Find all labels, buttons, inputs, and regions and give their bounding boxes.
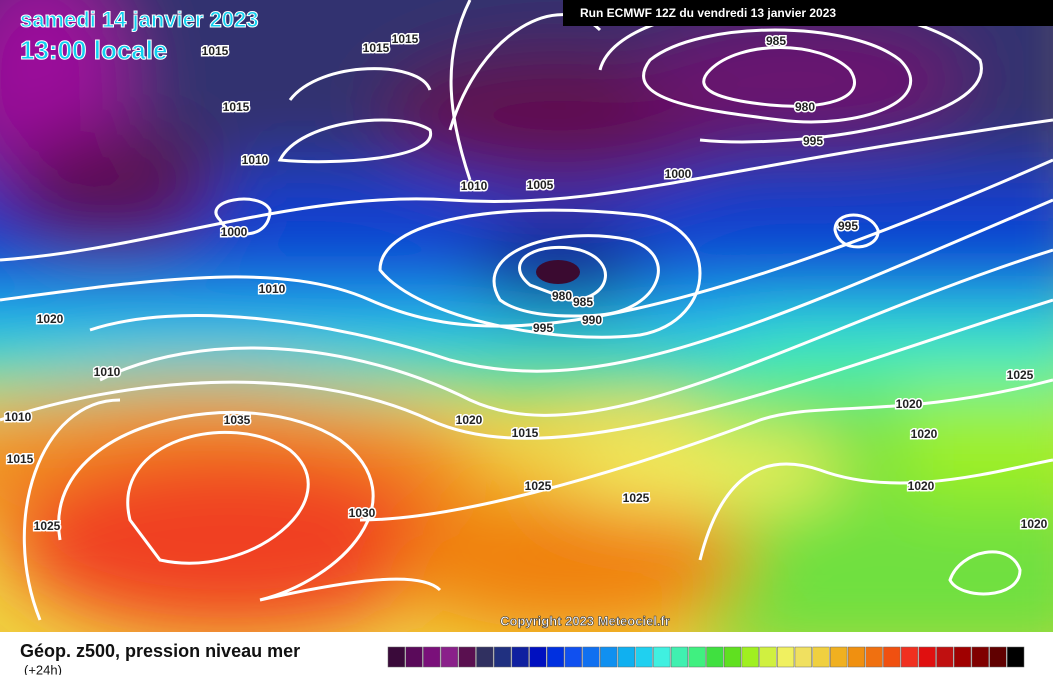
isobar-label: 1015 — [202, 44, 229, 58]
time: 13:00 locale — [20, 35, 167, 65]
colorbar-swatch — [511, 646, 529, 668]
isobar-label: 995 — [838, 219, 858, 233]
isobar-label: 1020 — [1021, 517, 1048, 531]
colorbar-swatch — [670, 646, 689, 668]
isobar-label: 985 — [766, 34, 786, 48]
isobar-label: 980 — [552, 289, 572, 303]
isobars — [0, 0, 1053, 621]
colorbar-swatch — [423, 646, 441, 668]
isobar-label: 1025 — [34, 519, 61, 533]
colorbar-swatch — [936, 646, 954, 668]
isobar-label: 1030 — [349, 506, 376, 520]
colorbar-swatch — [794, 646, 812, 668]
isobar-label: 1005 — [527, 178, 554, 192]
isobar-label: 1000 — [221, 225, 248, 239]
isobar-label: 990 — [582, 313, 602, 327]
colorbar-swatch — [600, 646, 618, 668]
date: samedi 14 janvier 2023 — [20, 7, 259, 32]
colorbar-swatch — [865, 646, 883, 668]
isobar-label: 1025 — [623, 491, 650, 505]
colorbar-swatch — [564, 646, 582, 668]
colorbar — [387, 646, 1025, 668]
isobar-label: 1020 — [37, 312, 64, 326]
colorbar-swatch — [458, 646, 476, 668]
isobar-label: 1015 — [223, 100, 250, 114]
colorbar-swatch — [617, 646, 635, 668]
colorbar-swatch — [387, 646, 405, 668]
isobar-label: 1015 — [512, 426, 539, 440]
isobar-label: 1020 — [908, 479, 935, 493]
isobar-label: 1020 — [911, 427, 938, 441]
colorbar-swatch — [1007, 646, 1025, 668]
isobar-label: 1020 — [456, 413, 483, 427]
isobar-label: 995 — [533, 321, 553, 335]
colorbar-swatch — [440, 646, 459, 668]
colorbar-swatch — [547, 646, 565, 668]
isobar-label: 980 — [795, 100, 815, 114]
isobar-label: 1010 — [94, 365, 121, 379]
colorbar-swatch — [582, 646, 600, 668]
isobar-label: 1025 — [1007, 368, 1034, 382]
copyright: Copyright 2023 Meteociel.fr — [500, 613, 670, 628]
isobar-label: 1015 — [7, 452, 34, 466]
isobar-label: 1035 — [224, 413, 251, 427]
colorbar-swatch — [741, 646, 759, 668]
isobar-label: 1000 — [665, 167, 692, 181]
isobar-label: 995 — [803, 134, 823, 148]
run-banner — [563, 0, 1053, 26]
colorbar-swatch — [635, 646, 653, 668]
colorbar-swatch — [971, 646, 989, 668]
isobar-label: 1010 — [242, 153, 269, 167]
colorbar-swatch — [688, 646, 706, 668]
colorbar-swatch — [653, 646, 671, 668]
colorbar-swatch — [476, 646, 494, 668]
colorbar-swatch — [989, 646, 1007, 668]
colorbar-swatch — [812, 646, 830, 668]
isobar-label: 1010 — [461, 179, 488, 193]
colorbar-swatch — [918, 646, 936, 668]
colorbar-swatch — [830, 646, 848, 668]
run-info: Run ECMWF 12Z du vendredi 13 janvier 202… — [580, 6, 836, 20]
colorbar-swatch — [706, 646, 724, 668]
isobar-label: 1020 — [896, 397, 923, 411]
colorbar-swatch — [847, 646, 865, 668]
legend-lead: (+24h) — [24, 662, 62, 675]
colorbar-swatch — [405, 646, 423, 668]
isobar-label: 1025 — [525, 479, 552, 493]
colorbar-swatch — [529, 646, 547, 668]
legend-title: Géop. z500, pression niveau mer — [20, 641, 300, 661]
isobar-label: 1010 — [5, 410, 32, 424]
colorbar-swatch — [900, 646, 919, 668]
colorbar-swatch — [883, 646, 901, 668]
colorbar-swatch — [777, 646, 795, 668]
colorbar-swatch — [759, 646, 777, 668]
isobar-label: 985 — [573, 295, 593, 309]
colorbar-swatch — [723, 646, 742, 668]
low-center — [536, 260, 580, 284]
isobar-label: 1010 — [259, 282, 286, 296]
isobar-label: 1015 — [363, 41, 390, 55]
colorbar-swatch — [953, 646, 972, 668]
isobar-label: 1015 — [392, 32, 419, 46]
colorbar-swatch — [493, 646, 512, 668]
